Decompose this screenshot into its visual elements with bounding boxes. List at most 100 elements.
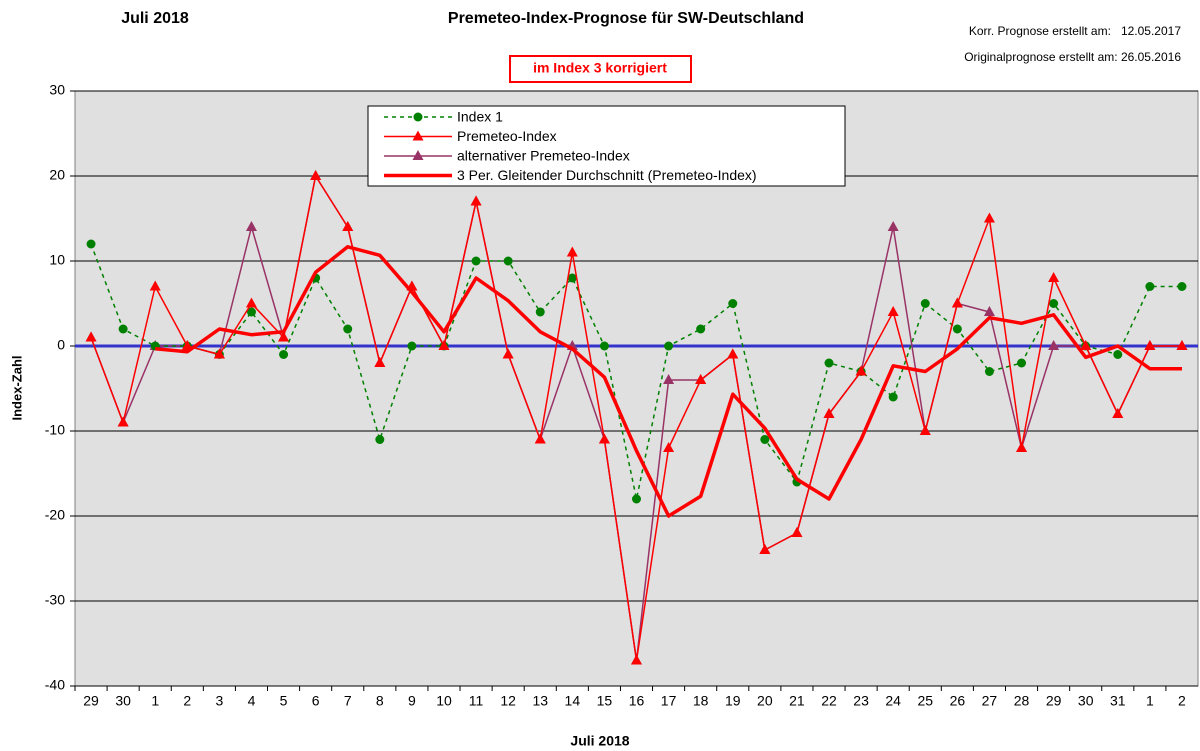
point <box>407 341 417 351</box>
x-tick-label: 27 <box>982 693 998 709</box>
x-tick-label: 14 <box>565 693 581 709</box>
point <box>86 239 96 249</box>
y-tick-label: -20 <box>45 507 65 523</box>
point <box>343 324 353 334</box>
point <box>1144 340 1156 350</box>
x-tick-label: 12 <box>500 693 516 709</box>
note: Korr. Prognose erstellt am: 12.05.2017 <box>969 24 1181 38</box>
point <box>471 256 481 266</box>
legend-label: 3 Per. Gleitender Durchschnitt (Premeteo… <box>457 167 757 183</box>
point <box>310 170 322 180</box>
point <box>664 341 674 351</box>
point <box>502 348 514 359</box>
x-tick-label: 22 <box>821 693 837 709</box>
chart-title: Premeteo-Index-Prognose für SW-Deutschla… <box>448 10 804 27</box>
point <box>1145 282 1155 291</box>
point <box>245 297 257 308</box>
point <box>952 324 962 334</box>
x-tick-label: 8 <box>376 693 384 709</box>
x-tick-label: 19 <box>725 693 741 709</box>
x-tick-label: 30 <box>1078 693 1094 709</box>
point <box>85 331 97 342</box>
point <box>374 357 386 367</box>
point <box>887 306 899 316</box>
y-tick-label: 30 <box>49 82 65 98</box>
point <box>663 374 675 384</box>
y-tick-label: 10 <box>49 252 65 268</box>
annotation-box <box>509 55 692 83</box>
point <box>663 442 675 452</box>
point <box>888 392 898 402</box>
point <box>920 299 930 308</box>
x-tick-label: 5 <box>280 693 288 709</box>
point <box>855 365 867 376</box>
point <box>983 306 995 316</box>
x-tick-label: 28 <box>1014 693 1030 709</box>
point <box>149 280 161 291</box>
x-tick-label: 25 <box>917 693 933 709</box>
x-tick-label: 9 <box>408 693 416 709</box>
point <box>1017 358 1027 368</box>
legend-box <box>367 105 846 187</box>
point <box>412 130 424 141</box>
x-tick-label: 21 <box>789 693 805 709</box>
point <box>598 433 610 444</box>
point <box>1048 272 1060 282</box>
y-axis-label: Index-Zahl <box>9 355 24 420</box>
y-tick-label: 20 <box>49 167 65 183</box>
point <box>567 273 577 283</box>
x-tick-label: 23 <box>853 693 869 709</box>
point <box>566 246 578 257</box>
x-tick-label: 2 <box>183 693 191 709</box>
x-tick-label: 2 <box>1178 693 1186 709</box>
point <box>503 256 513 266</box>
point <box>413 112 423 122</box>
point <box>695 374 707 384</box>
x-tick-label: 24 <box>885 693 901 709</box>
series-line <box>90 243 1182 500</box>
x-tick-label: 4 <box>248 693 256 709</box>
point <box>470 195 482 206</box>
point <box>631 654 642 665</box>
x-tick-label: 20 <box>757 693 773 709</box>
x-axis-label: Juli 2018 <box>570 733 629 749</box>
x-tick-label: 7 <box>344 693 352 709</box>
x-tick-label: 16 <box>629 693 645 709</box>
legend-label: Index 1 <box>457 109 503 125</box>
x-tick-label: 10 <box>436 693 452 709</box>
y-tick-label: -30 <box>45 592 65 608</box>
point <box>438 340 450 350</box>
point <box>246 307 256 317</box>
x-tick-label: 1 <box>1146 693 1154 709</box>
point <box>1177 282 1187 291</box>
point <box>1176 340 1188 350</box>
point <box>535 307 545 317</box>
x-tick-label: 30 <box>115 693 131 709</box>
point <box>919 425 931 435</box>
point <box>759 544 771 554</box>
x-tick-label: 11 <box>469 693 484 709</box>
x-tick-label: 1 <box>151 693 159 709</box>
point <box>245 221 257 231</box>
point <box>181 340 193 350</box>
point <box>728 299 738 308</box>
point <box>823 408 835 418</box>
point <box>342 221 354 231</box>
point <box>1112 408 1124 418</box>
x-tick-label: 3 <box>215 693 223 709</box>
point <box>760 435 770 444</box>
point <box>1048 340 1060 350</box>
point <box>599 341 609 351</box>
y-tick-label: -40 <box>45 677 65 693</box>
point <box>117 416 129 427</box>
legend-label: Premeteo-Index <box>457 128 557 144</box>
x-tick-label: 29 <box>83 693 99 709</box>
point <box>887 221 899 231</box>
point <box>1080 340 1092 350</box>
x-tick-label: 17 <box>661 693 677 709</box>
point <box>984 367 994 376</box>
plot-area <box>74 90 1199 687</box>
point <box>983 212 995 223</box>
note: Originalprognose erstellt am: 26.05.2016 <box>964 50 1181 64</box>
